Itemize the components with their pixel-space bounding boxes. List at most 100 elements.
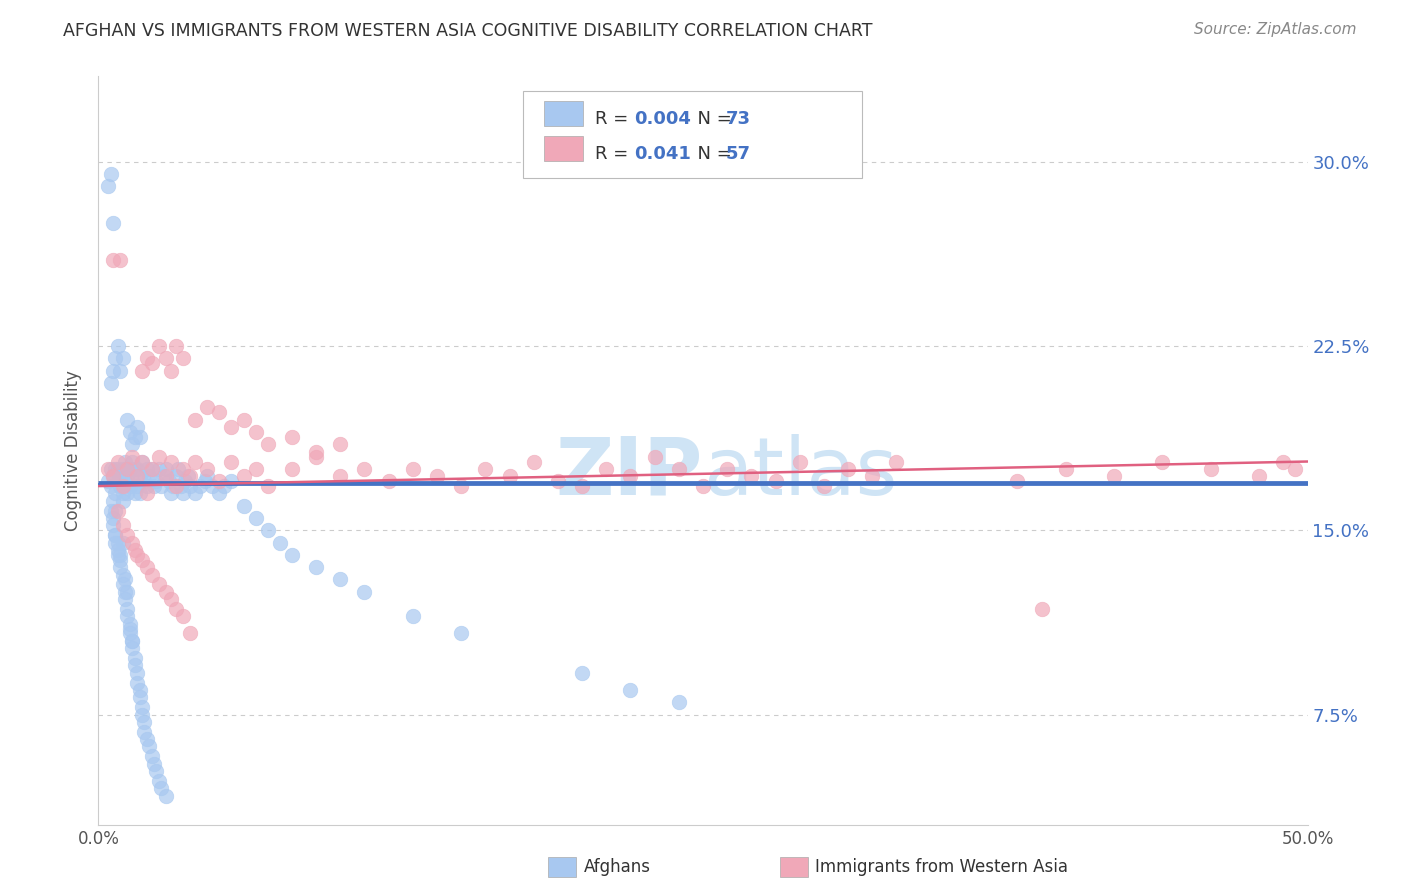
Point: [97, 462, 120, 476]
Point: [121, 535, 143, 549]
Text: 73: 73: [725, 110, 751, 128]
Point: [155, 351, 177, 366]
Point: [108, 560, 131, 574]
Point: [165, 339, 187, 353]
Point: [571, 665, 593, 680]
Point: [114, 474, 136, 488]
Point: [118, 616, 141, 631]
Point: [172, 462, 194, 476]
Point: [165, 469, 187, 483]
Point: [145, 764, 167, 778]
Point: [135, 351, 157, 366]
Point: [740, 469, 762, 483]
Point: [135, 462, 157, 476]
Point: [474, 462, 496, 476]
Point: [127, 479, 149, 493]
Point: [571, 479, 593, 493]
Point: [150, 781, 173, 796]
Point: [523, 454, 546, 468]
Point: [107, 535, 129, 549]
Point: [232, 413, 254, 427]
Point: [108, 253, 131, 268]
Point: [179, 479, 201, 493]
Point: [111, 486, 134, 500]
Point: [1284, 462, 1306, 476]
Point: [128, 486, 150, 500]
Point: [124, 651, 146, 665]
Point: [118, 622, 141, 636]
Point: [108, 363, 131, 377]
Point: [1054, 462, 1077, 476]
Point: [107, 474, 129, 488]
Point: [160, 454, 183, 468]
Point: [100, 167, 122, 181]
Point: [1007, 474, 1029, 488]
Point: [117, 584, 139, 599]
Point: [131, 363, 153, 377]
Point: [111, 479, 134, 493]
Point: [111, 518, 134, 533]
Point: [134, 474, 156, 488]
Point: [104, 351, 127, 366]
Point: [118, 626, 141, 640]
Point: [165, 479, 187, 493]
Point: [107, 462, 129, 476]
Y-axis label: Cognitive Disability: Cognitive Disability: [65, 370, 83, 531]
Point: [1102, 469, 1125, 483]
Point: [141, 462, 163, 476]
Point: [104, 535, 127, 549]
Point: [127, 675, 149, 690]
Text: R =: R =: [595, 110, 634, 128]
Point: [124, 430, 146, 444]
Point: [114, 454, 136, 468]
Point: [281, 430, 304, 444]
Point: [148, 450, 170, 464]
Point: [121, 474, 143, 488]
Point: [195, 469, 218, 483]
Point: [716, 462, 738, 476]
Point: [160, 486, 183, 500]
Point: [127, 548, 149, 562]
Point: [208, 486, 231, 500]
Point: [498, 469, 520, 483]
Point: [765, 474, 787, 488]
Point: [117, 486, 139, 500]
Point: [135, 479, 157, 493]
Point: [402, 609, 425, 624]
Point: [100, 479, 122, 493]
Text: Afghans: Afghans: [583, 858, 651, 876]
Point: [172, 609, 194, 624]
Point: [188, 479, 211, 493]
Point: [97, 474, 120, 488]
Point: [160, 363, 183, 377]
Point: [128, 690, 150, 705]
Text: AFGHAN VS IMMIGRANTS FROM WESTERN ASIA COGNITIVE DISABILITY CORRELATION CHART: AFGHAN VS IMMIGRANTS FROM WESTERN ASIA C…: [63, 22, 873, 40]
Point: [837, 462, 859, 476]
Point: [100, 462, 122, 476]
Point: [426, 469, 449, 483]
Point: [135, 560, 157, 574]
Point: [212, 479, 235, 493]
Point: [177, 469, 200, 483]
Point: [108, 548, 131, 562]
Point: [101, 493, 124, 508]
Point: [128, 683, 150, 698]
Point: [107, 543, 129, 558]
Point: [860, 469, 883, 483]
Point: [160, 592, 183, 607]
Point: [118, 462, 141, 476]
Text: R =: R =: [595, 145, 640, 163]
Point: [148, 577, 170, 591]
Point: [668, 695, 690, 709]
Text: 57: 57: [725, 145, 751, 163]
Point: [174, 474, 197, 488]
Point: [245, 511, 267, 525]
Point: [162, 479, 184, 493]
Point: [100, 376, 122, 390]
Text: Source: ZipAtlas.com: Source: ZipAtlas.com: [1194, 22, 1357, 37]
Point: [121, 450, 143, 464]
Text: Immigrants from Western Asia: Immigrants from Western Asia: [815, 858, 1069, 876]
Point: [148, 339, 170, 353]
Point: [232, 469, 254, 483]
Point: [127, 469, 149, 483]
